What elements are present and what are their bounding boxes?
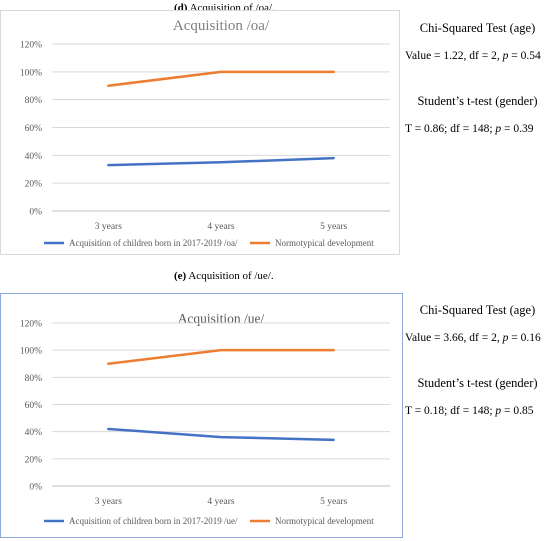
legend-label: Normotypical development [275, 238, 374, 248]
x-tick-label: 3 years [95, 497, 122, 507]
chi-title-d: Chi-Squared Test (age) [419, 21, 536, 35]
legend-label: Acquisition of children born in 2017-201… [69, 516, 238, 526]
y-tick-label: 20% [25, 455, 43, 465]
chi-title-e: Chi-Squared Test (age) [419, 303, 536, 317]
chart-title: Acquisition /ue/ [178, 311, 265, 326]
y-tick-label: 40% [25, 428, 43, 438]
stats-d: Chi-Squared Test (age) Value = 1.22, df … [405, 21, 550, 135]
t-title-d: Student’s t-test (gender) [417, 94, 538, 108]
t-value-d: T = 0.86; df = 148; p = 0.39 [405, 123, 534, 135]
y-tick-label: 40% [25, 152, 43, 162]
chart-ue: Acquisition /ue/0% 20% 40% 60% 80% 100% 120% 3 … [0, 293, 403, 538]
chart-oa: Acquisition /oa/0% 20% 40% 60% 80% 100% 120% 3 … [0, 10, 400, 255]
y-tick-label: 100% [20, 68, 42, 78]
chart-frame [0, 10, 400, 255]
x-tick-label: 5 years [320, 222, 347, 232]
stats-e: Chi-Squared Test (age) Value = 3.66, df … [405, 303, 550, 417]
y-tick-label: 120% [20, 320, 42, 330]
y-tick-label: 80% [25, 96, 43, 106]
y-tick-label: 0% [29, 208, 42, 218]
caption-e-letter: (e) [174, 270, 187, 282]
y-tick-label: 60% [25, 124, 43, 134]
t-title-e: Student’s t-test (gender) [417, 376, 538, 390]
x-tick-label: 4 years [207, 497, 234, 507]
chi-value-e: Value = 3.66, df = 2, p = 0.16 [405, 332, 541, 344]
chart-title: Acquisition /oa/ [173, 18, 270, 34]
y-tick-label: 0% [29, 483, 42, 493]
legend-label: Normotypical development [275, 516, 374, 526]
x-tick-label: 4 years [207, 222, 234, 232]
y-tick-label: 100% [20, 347, 42, 357]
caption-e-text: Acquisition of /ue/. [186, 270, 274, 282]
chart-frame [0, 293, 403, 538]
legend-label: Acquisition of children born in 2017-201… [69, 238, 238, 248]
x-tick-label: 3 years [95, 222, 122, 232]
y-tick-label: 120% [20, 41, 42, 51]
y-tick-label: 20% [25, 180, 43, 190]
caption-e: (e) Acquisition of /ue/. [174, 270, 274, 282]
chi-value-d: Value = 1.22, df = 2, p = 0.54 [405, 50, 541, 62]
y-tick-label: 60% [25, 401, 43, 411]
y-tick-label: 80% [25, 374, 43, 384]
x-tick-label: 5 years [320, 497, 347, 507]
t-value-e: T = 0.18; df = 148; p = 0.85 [405, 405, 534, 417]
